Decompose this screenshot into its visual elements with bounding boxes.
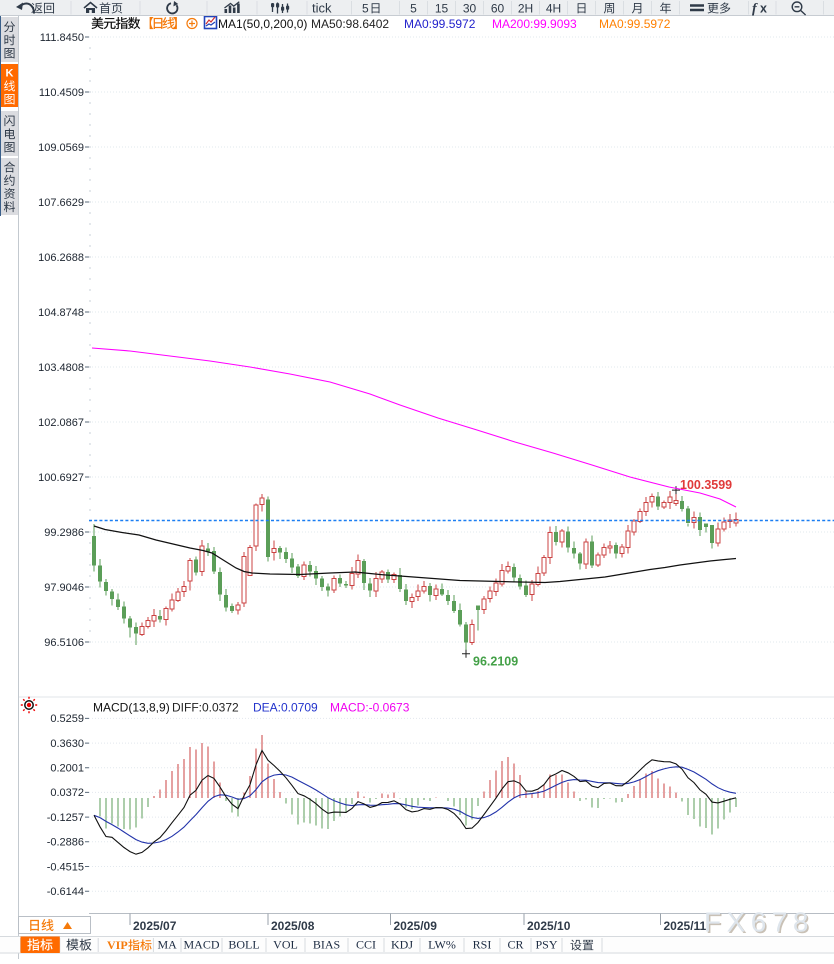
svg-text:60: 60 bbox=[491, 2, 505, 16]
svg-text:MA1(50,0,200,0): MA1(50,0,200,0) bbox=[218, 17, 307, 31]
svg-text:2025/10: 2025/10 bbox=[527, 919, 571, 933]
svg-text:30: 30 bbox=[463, 2, 477, 16]
svg-text:-0.6144: -0.6144 bbox=[47, 886, 84, 898]
svg-text:99.2986: 99.2986 bbox=[44, 527, 84, 539]
svg-text:CR: CR bbox=[507, 938, 523, 952]
svg-text:MACD: MACD bbox=[183, 938, 219, 952]
svg-text:KDJ: KDJ bbox=[391, 938, 413, 952]
svg-text:103.4808: 103.4808 bbox=[38, 362, 84, 374]
svg-text:0.5259: 0.5259 bbox=[50, 713, 84, 725]
svg-text:PSY: PSY bbox=[535, 938, 557, 952]
svg-text:109.0569: 109.0569 bbox=[38, 142, 84, 154]
svg-text:BIAS: BIAS bbox=[313, 938, 340, 952]
svg-text:104.8748: 104.8748 bbox=[38, 307, 84, 319]
svg-text:-0.2886: -0.2886 bbox=[47, 837, 84, 849]
svg-text:LW%: LW% bbox=[428, 938, 456, 952]
svg-text:15: 15 bbox=[435, 2, 449, 16]
svg-text:K: K bbox=[6, 68, 14, 80]
svg-text:102.0867: 102.0867 bbox=[38, 417, 84, 429]
svg-text:MA0:99.5972: MA0:99.5972 bbox=[404, 17, 476, 31]
svg-text:CCI: CCI bbox=[356, 938, 376, 952]
svg-text:2025/09: 2025/09 bbox=[394, 919, 438, 933]
svg-text:MACD:-0.0673: MACD:-0.0673 bbox=[330, 701, 410, 715]
svg-text:-0.1257: -0.1257 bbox=[47, 812, 84, 824]
svg-text:MA0:99.5972: MA0:99.5972 bbox=[599, 17, 671, 31]
svg-text:107.6629: 107.6629 bbox=[38, 197, 84, 209]
svg-text:111.8450: 111.8450 bbox=[40, 32, 84, 44]
svg-text:tick: tick bbox=[312, 1, 332, 16]
svg-text:-0.4515: -0.4515 bbox=[47, 861, 84, 873]
svg-text:100.3599: 100.3599 bbox=[680, 478, 732, 492]
svg-text:MACD(13,8,9): MACD(13,8,9) bbox=[93, 701, 170, 715]
svg-text:4H: 4H bbox=[546, 2, 561, 16]
svg-text:MA: MA bbox=[158, 938, 178, 952]
svg-text:f: f bbox=[752, 2, 758, 17]
svg-text:VOL: VOL bbox=[273, 938, 298, 952]
svg-text:0.3630: 0.3630 bbox=[50, 738, 84, 750]
svg-text:0.2001: 0.2001 bbox=[50, 763, 84, 775]
svg-text:97.9046: 97.9046 bbox=[44, 582, 84, 594]
svg-text:FX678: FX678 bbox=[706, 908, 816, 939]
svg-text:5: 5 bbox=[362, 2, 369, 16]
svg-text:BOLL: BOLL bbox=[228, 938, 259, 952]
svg-text:96.2109: 96.2109 bbox=[473, 655, 518, 669]
svg-text:MA50:98.6402: MA50:98.6402 bbox=[311, 17, 389, 31]
svg-text:110.4509: 110.4509 bbox=[39, 87, 84, 99]
svg-text:2H: 2H bbox=[518, 2, 533, 16]
svg-text:MA200:99.9093: MA200:99.9093 bbox=[492, 17, 577, 31]
svg-text:2025/08: 2025/08 bbox=[271, 919, 315, 933]
svg-text:x: x bbox=[760, 2, 767, 16]
svg-text:DIFF:0.0372: DIFF:0.0372 bbox=[172, 701, 239, 715]
svg-text:5: 5 bbox=[410, 2, 417, 16]
svg-text:0.0372: 0.0372 bbox=[50, 787, 84, 799]
svg-text:100.6927: 100.6927 bbox=[38, 472, 84, 484]
svg-text:2025/07: 2025/07 bbox=[133, 919, 177, 933]
svg-text:2025/11: 2025/11 bbox=[664, 919, 707, 933]
svg-text:VIP: VIP bbox=[107, 938, 128, 952]
svg-text:FX678: FX678 bbox=[704, 907, 814, 938]
svg-text:96.5106: 96.5106 bbox=[44, 637, 84, 649]
svg-text:RSI: RSI bbox=[473, 938, 492, 952]
svg-text:DEA:0.0709: DEA:0.0709 bbox=[253, 701, 318, 715]
svg-text:106.2688: 106.2688 bbox=[38, 252, 84, 264]
